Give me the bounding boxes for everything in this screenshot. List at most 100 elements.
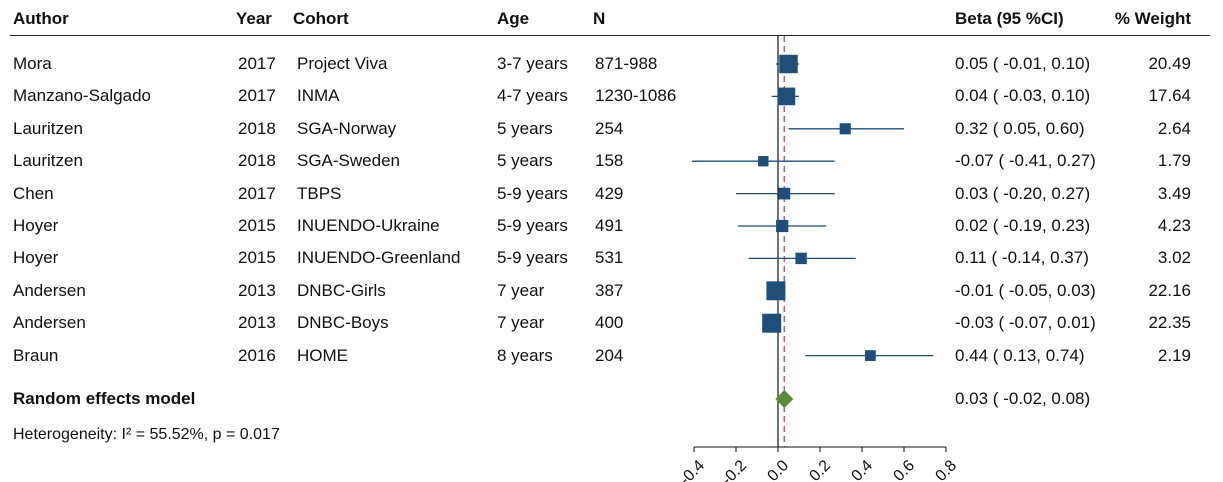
header-weight: % Weight <box>1114 9 1191 28</box>
effect-box <box>839 123 851 135</box>
effect-box <box>758 156 769 167</box>
beta-ci-cell: 0.03 ( -0.20, 0.27) <box>955 183 1091 203</box>
weight-cell: 22.16 <box>1148 280 1191 300</box>
effect-box <box>777 87 796 106</box>
weight-cell: 22.35 <box>1148 313 1191 333</box>
x-tick-label: 0.2 <box>806 457 834 482</box>
author-cell: Mora <box>13 54 52 73</box>
year-cell: 2017 <box>238 86 276 106</box>
age-cell: 5-9 years <box>497 248 568 268</box>
effect-box <box>778 187 791 200</box>
header-divider <box>10 35 1210 36</box>
header-year: Year <box>236 9 272 28</box>
effect-box <box>779 54 798 74</box>
pooled-diamond <box>775 390 794 408</box>
x-tick-label: 0.8 <box>932 457 960 482</box>
cohort-cell: DNBC-Girls <box>297 280 386 300</box>
beta-ci-cell: -0.03 ( -0.07, 0.01) <box>955 313 1096 333</box>
author-cell: Andersen <box>13 280 86 300</box>
beta-ci-cell: 0.32 ( 0.05, 0.60) <box>955 118 1085 138</box>
beta-ci-cell: -0.07 ( -0.41, 0.27) <box>955 151 1096 171</box>
cohort-cell: SGA-Norway <box>297 118 397 138</box>
author-cell: Hoyer <box>13 248 59 268</box>
n-cell: 429 <box>595 183 624 203</box>
age-cell: 7 year <box>497 313 545 333</box>
age-cell: 8 years <box>497 345 553 365</box>
age-cell: 7 year <box>497 280 545 300</box>
year-cell: 2017 <box>238 54 276 73</box>
n-cell: 254 <box>595 118 624 138</box>
cohort-cell: DNBC-Boys <box>297 313 389 333</box>
header-cohort: Cohort <box>293 9 349 28</box>
n-cell: 158 <box>595 151 624 171</box>
n-cell: 871-988 <box>595 54 658 73</box>
summary-label: Random effects model <box>13 389 196 408</box>
age-cell: 3-7 years <box>497 54 568 73</box>
beta-ci-cell: -0.01 ( -0.05, 0.03) <box>955 280 1096 300</box>
cohort-cell: TBPS <box>297 183 342 203</box>
heterogeneity-text: Heterogeneity: I² = 55.52%, p = 0.017 <box>13 426 280 443</box>
beta-ci-cell: 0.05 ( -0.01, 0.10) <box>955 54 1091 73</box>
age-cell: 4-7 years <box>497 86 568 106</box>
age-cell: 5-9 years <box>497 183 568 203</box>
x-tick-label: -0.2 <box>719 457 751 482</box>
cohort-cell: Project Viva <box>297 54 388 73</box>
weight-cell: 3.02 <box>1157 248 1191 268</box>
header-beta-ci: Beta (95 %CI) <box>955 9 1064 28</box>
n-cell: 531 <box>595 248 624 268</box>
header-age: Age <box>497 9 530 28</box>
year-cell: 2016 <box>238 345 276 365</box>
author-cell: Lauritzen <box>13 151 83 171</box>
year-cell: 2013 <box>238 313 276 333</box>
weight-cell: 17.64 <box>1148 86 1191 106</box>
weight-cell: 2.19 <box>1157 345 1191 365</box>
effect-box <box>766 281 786 301</box>
year-cell: 2015 <box>238 248 276 268</box>
cohort-cell: INUENDO-Ukraine <box>297 216 440 235</box>
weight-cell: 2.64 <box>1157 118 1191 138</box>
header-author: Author <box>13 9 69 28</box>
effect-box <box>762 313 782 333</box>
x-tick-label: 0.0 <box>764 457 792 482</box>
age-cell: 5-9 years <box>497 216 568 235</box>
effect-box <box>865 350 876 361</box>
beta-ci-cell: 0.04 ( -0.03, 0.10) <box>955 86 1091 106</box>
weight-cell: 20.49 <box>1148 54 1191 73</box>
year-cell: 2015 <box>238 216 276 235</box>
x-tick-label: 0.6 <box>890 457 918 482</box>
beta-ci-cell: 0.44 ( 0.13, 0.74) <box>955 345 1085 365</box>
weight-cell: 1.79 <box>1157 151 1191 171</box>
n-cell: 387 <box>595 280 624 300</box>
x-tick-label: -0.4 <box>677 457 709 482</box>
author-cell: Andersen <box>13 313 86 333</box>
n-cell: 204 <box>595 345 624 365</box>
summary-ci-text: 0.03 ( -0.02, 0.08) <box>955 389 1091 408</box>
age-cell: 5 years <box>497 118 553 138</box>
effect-box <box>795 252 807 265</box>
year-cell: 2018 <box>238 118 276 138</box>
header-n: N <box>593 9 606 28</box>
weight-cell: 4.23 <box>1157 216 1191 235</box>
n-cell: 491 <box>595 216 624 235</box>
age-cell: 5 years <box>497 151 553 171</box>
year-cell: 2013 <box>238 280 276 300</box>
author-cell: Braun <box>13 345 59 365</box>
effect-box <box>776 219 789 233</box>
author-cell: Chen <box>13 183 54 203</box>
author-cell: Lauritzen <box>13 118 83 138</box>
x-tick-label: 0.4 <box>848 457 876 482</box>
n-cell: 400 <box>595 313 624 333</box>
cohort-cell: INUENDO-Greenland <box>297 248 461 268</box>
author-cell: Manzano-Salgado <box>13 86 151 106</box>
n-cell: 1230-1086 <box>595 86 677 106</box>
year-cell: 2018 <box>238 151 276 171</box>
beta-ci-cell: 0.11 ( -0.14, 0.37) <box>955 248 1089 268</box>
year-cell: 2017 <box>238 183 276 203</box>
cohort-cell: INMA <box>297 86 340 106</box>
cohort-cell: HOME <box>297 345 348 365</box>
weight-cell: 3.49 <box>1157 183 1191 203</box>
author-cell: Hoyer <box>13 216 59 235</box>
cohort-cell: SGA-Sweden <box>297 151 400 171</box>
